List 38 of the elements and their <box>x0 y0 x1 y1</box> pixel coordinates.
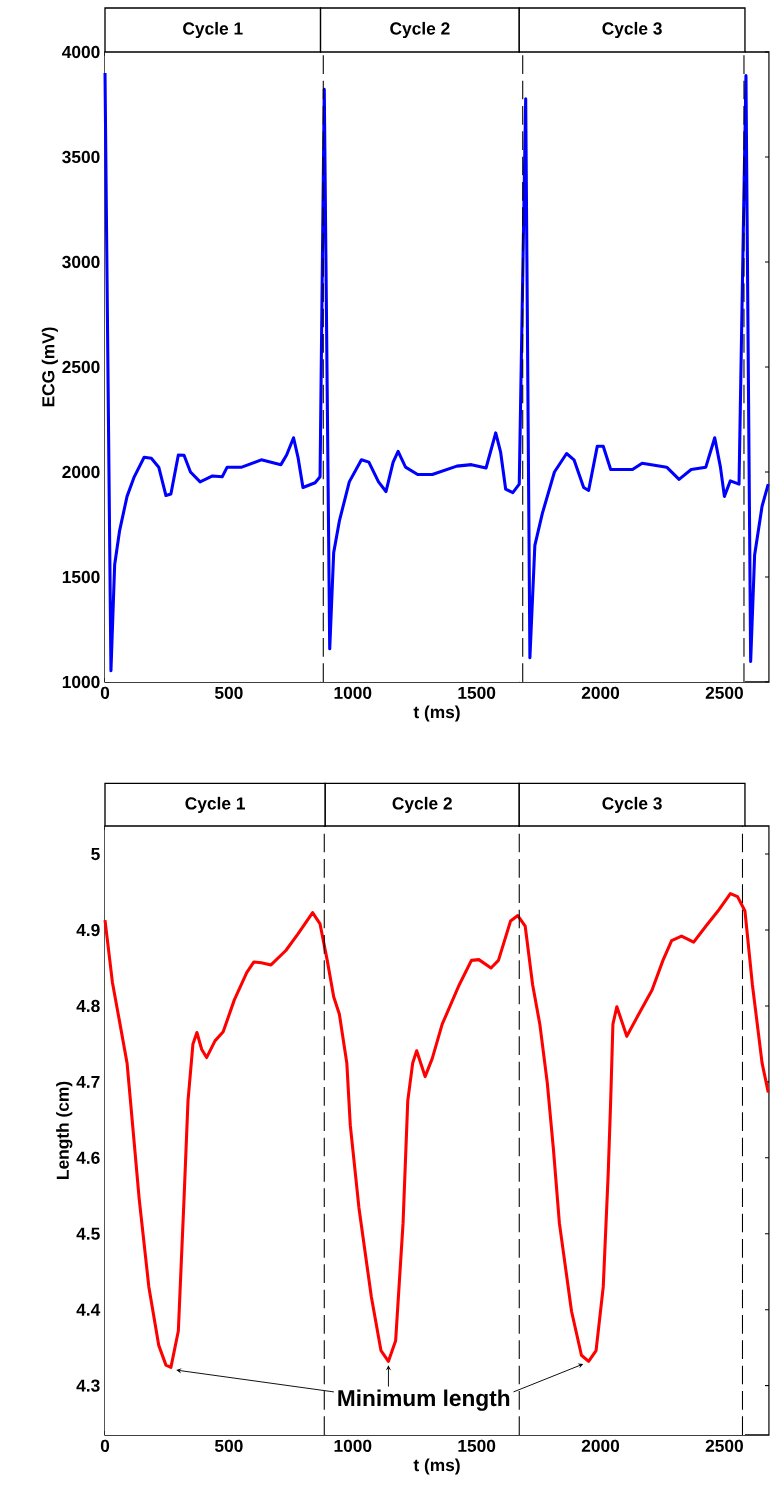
y-tick-label: 4.7 <box>76 1075 100 1088</box>
y-tick-label: 1000 <box>62 675 100 689</box>
y-tick-label: 4.9 <box>76 923 100 937</box>
x-axis-title: t (ms) <box>413 1458 460 1475</box>
x-tick-label: 1000 <box>334 1439 372 1452</box>
x-tick-label: 2500 <box>705 1439 744 1452</box>
x-tick-label: 2000 <box>581 1439 620 1452</box>
x-tick-label: 1000 <box>334 686 372 699</box>
x-axis-title: t (ms) <box>413 705 460 722</box>
y-tick-label: 4.6 <box>76 1151 100 1164</box>
y-tick-label: 4.5 <box>76 1227 100 1240</box>
band-label: Cycle 1 <box>185 796 246 813</box>
y-axis-title: ECG (mV) <box>41 327 59 407</box>
y-tick-label: 4.4 <box>76 1303 101 1316</box>
x-tick-label: 1500 <box>458 686 496 699</box>
band-label: Cycle 1 <box>183 21 243 39</box>
y-axis-title: Length (cm) <box>56 1081 73 1179</box>
y-tick-label: 4000 <box>62 45 100 59</box>
y-tick-label: 1500 <box>62 570 100 584</box>
y-tick-label: 3500 <box>62 150 100 164</box>
x-tick-label: 0 <box>100 1439 110 1452</box>
y-tick-label: 2500 <box>62 360 100 374</box>
x-tick-label: 500 <box>215 686 243 699</box>
y-tick-label: 4.3 <box>76 1379 100 1392</box>
annotation: Minimum length <box>338 1389 510 1411</box>
y-tick-label: 4.8 <box>76 999 100 1013</box>
band-label: Cycle 3 <box>602 796 662 813</box>
x-tick-label: 500 <box>215 1439 243 1452</box>
band-label: Cycle 3 <box>602 21 662 39</box>
band-label: Cycle 2 <box>392 796 453 813</box>
x-tick-label: 2500 <box>705 686 744 699</box>
y-tick-label: 2000 <box>62 465 100 479</box>
x-tick-label: 0 <box>100 686 110 699</box>
y-tick-label: 3000 <box>62 255 100 269</box>
band-label: Cycle 2 <box>390 21 450 39</box>
x-tick-label: 1500 <box>458 1439 496 1452</box>
y-tick-label: 5 <box>91 848 100 861</box>
x-tick-label: 2000 <box>581 686 620 699</box>
